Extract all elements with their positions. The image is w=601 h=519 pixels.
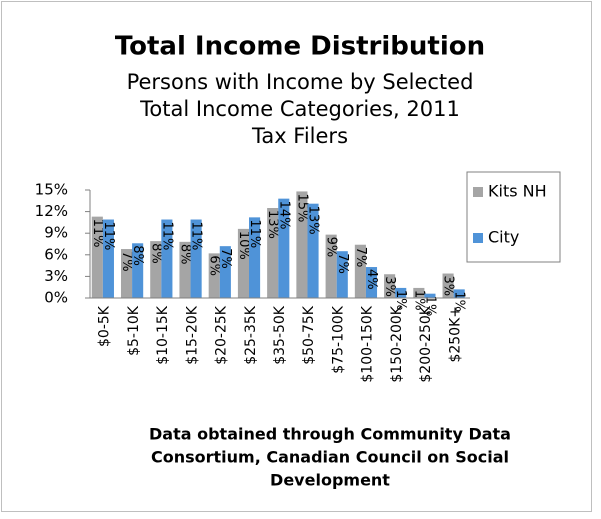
bar	[424, 293, 436, 298]
bar	[442, 273, 454, 298]
value-label: 15%	[294, 193, 309, 222]
y-tick-label: 0%	[44, 289, 68, 307]
bar	[150, 241, 162, 298]
legend-swatch	[473, 233, 483, 243]
x-tick-label: $50-75K	[301, 305, 317, 365]
bar	[325, 234, 337, 298]
bar	[384, 274, 396, 298]
x-tick-label: $75-100K	[330, 305, 346, 373]
bar	[219, 246, 231, 298]
bar	[278, 198, 290, 298]
x-tick-label: $15-20K	[184, 305, 200, 365]
bar	[395, 287, 407, 298]
value-label: 8%	[130, 245, 145, 266]
y-tick-label: 3%	[44, 267, 68, 285]
bar	[237, 228, 250, 298]
x-tick-label: $150-200K	[389, 305, 405, 382]
y-tick-label: 12%	[35, 202, 68, 220]
y-tick-label: 6%	[44, 245, 68, 263]
bar	[120, 249, 133, 298]
x-tick-label: $25-35K	[243, 305, 259, 365]
legend-label: Kits NH	[488, 182, 547, 201]
value-label: 9%	[324, 237, 339, 258]
value-label: 1%	[422, 296, 437, 317]
value-label: 11%	[159, 222, 174, 251]
x-tick-label: $200-250K	[418, 305, 434, 382]
x-tick-label: $10-15K	[155, 305, 171, 365]
value-label: 3%	[382, 276, 397, 297]
bar	[365, 267, 378, 298]
value-label: 11%	[90, 219, 105, 248]
value-label: 8%	[178, 244, 193, 265]
bar	[161, 219, 173, 298]
value-label: 6%	[207, 255, 222, 276]
x-tick-label: $250K+	[447, 306, 463, 363]
chart-note: Development	[270, 471, 390, 490]
bar	[132, 243, 144, 298]
chart-note: Consortium, Canadian Council on Social	[151, 448, 509, 467]
value-label: 1%	[452, 291, 467, 312]
chart-subtitle: Persons with Income by Selected	[127, 70, 474, 94]
bar	[102, 219, 114, 298]
bar	[307, 203, 319, 298]
value-label: 11%	[189, 222, 204, 251]
value-label: 1%	[393, 290, 408, 311]
value-label: 11%	[101, 222, 116, 251]
y-tick-label: 9%	[44, 224, 68, 242]
legend-label: City	[488, 228, 519, 247]
value-label: 7%	[353, 247, 368, 268]
value-label: 3%	[441, 276, 456, 297]
chart-title: Total Income Distribution	[115, 32, 485, 62]
value-label: 7%	[218, 248, 233, 269]
bar	[413, 287, 425, 298]
bar	[296, 191, 308, 298]
bar	[267, 208, 279, 298]
x-tick-label: $20-25K	[214, 305, 230, 365]
value-label: 7%	[335, 253, 350, 274]
x-tick-label: $35-50K	[272, 305, 288, 365]
value-label: 14%	[276, 201, 291, 230]
value-label: 1%	[411, 290, 426, 311]
chart-subtitle: Tax Filers	[251, 124, 348, 148]
bar	[179, 241, 191, 298]
bar	[354, 244, 366, 298]
value-label: 13%	[265, 210, 280, 239]
value-label: 4%	[364, 269, 379, 290]
bar	[249, 217, 261, 298]
x-tick-label: $5-10K	[126, 305, 142, 356]
bar	[336, 251, 348, 298]
chart-note: Data obtained through Community Data	[149, 425, 511, 444]
value-label: 10%	[236, 231, 251, 260]
x-tick-label: $0-5K	[97, 305, 113, 347]
value-label: 11%	[247, 219, 262, 248]
value-label: 7%	[119, 251, 134, 272]
legend-swatch	[473, 187, 483, 197]
bar	[91, 216, 103, 298]
x-tick-label: $100-150K	[360, 305, 376, 382]
value-label: 8%	[148, 243, 163, 264]
chart-subtitle: Total Income Categories, 2011	[139, 97, 460, 121]
bar	[190, 219, 202, 298]
bar	[453, 289, 465, 298]
value-label: 13%	[306, 206, 321, 235]
y-tick-label: 15%	[35, 181, 68, 199]
bar	[208, 253, 220, 298]
